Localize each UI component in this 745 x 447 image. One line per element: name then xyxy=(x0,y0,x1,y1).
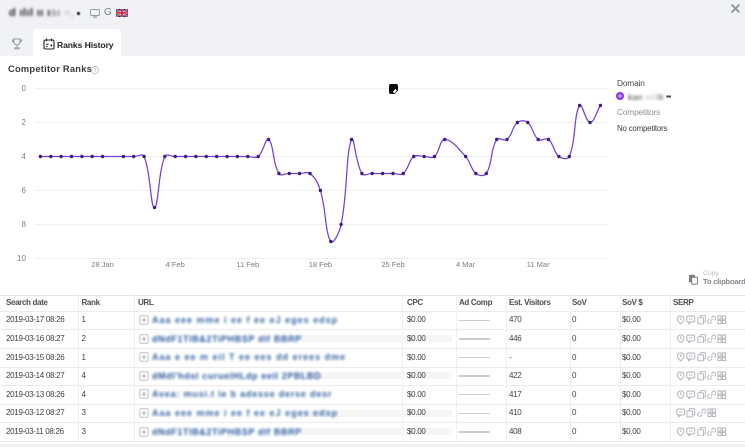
svg-text:2: 2 xyxy=(22,118,27,127)
svg-text:8: 8 xyxy=(22,220,27,229)
svg-text:25 Feb: 25 Feb xyxy=(381,260,404,269)
svg-text:0: 0 xyxy=(22,84,27,93)
svg-text:28 Jan: 28 Jan xyxy=(91,260,114,269)
svg-text:4 Mar: 4 Mar xyxy=(456,260,476,269)
svg-text:4: 4 xyxy=(22,152,27,161)
svg-text:18 Feb: 18 Feb xyxy=(309,260,332,269)
svg-text:10: 10 xyxy=(17,254,26,263)
svg-text:?: ? xyxy=(93,67,96,73)
svg-text:11 Feb: 11 Feb xyxy=(236,260,259,269)
svg-text:6: 6 xyxy=(22,186,27,195)
svg-text:4 Feb: 4 Feb xyxy=(166,260,185,269)
svg-text:11 Mar: 11 Mar xyxy=(527,260,550,269)
